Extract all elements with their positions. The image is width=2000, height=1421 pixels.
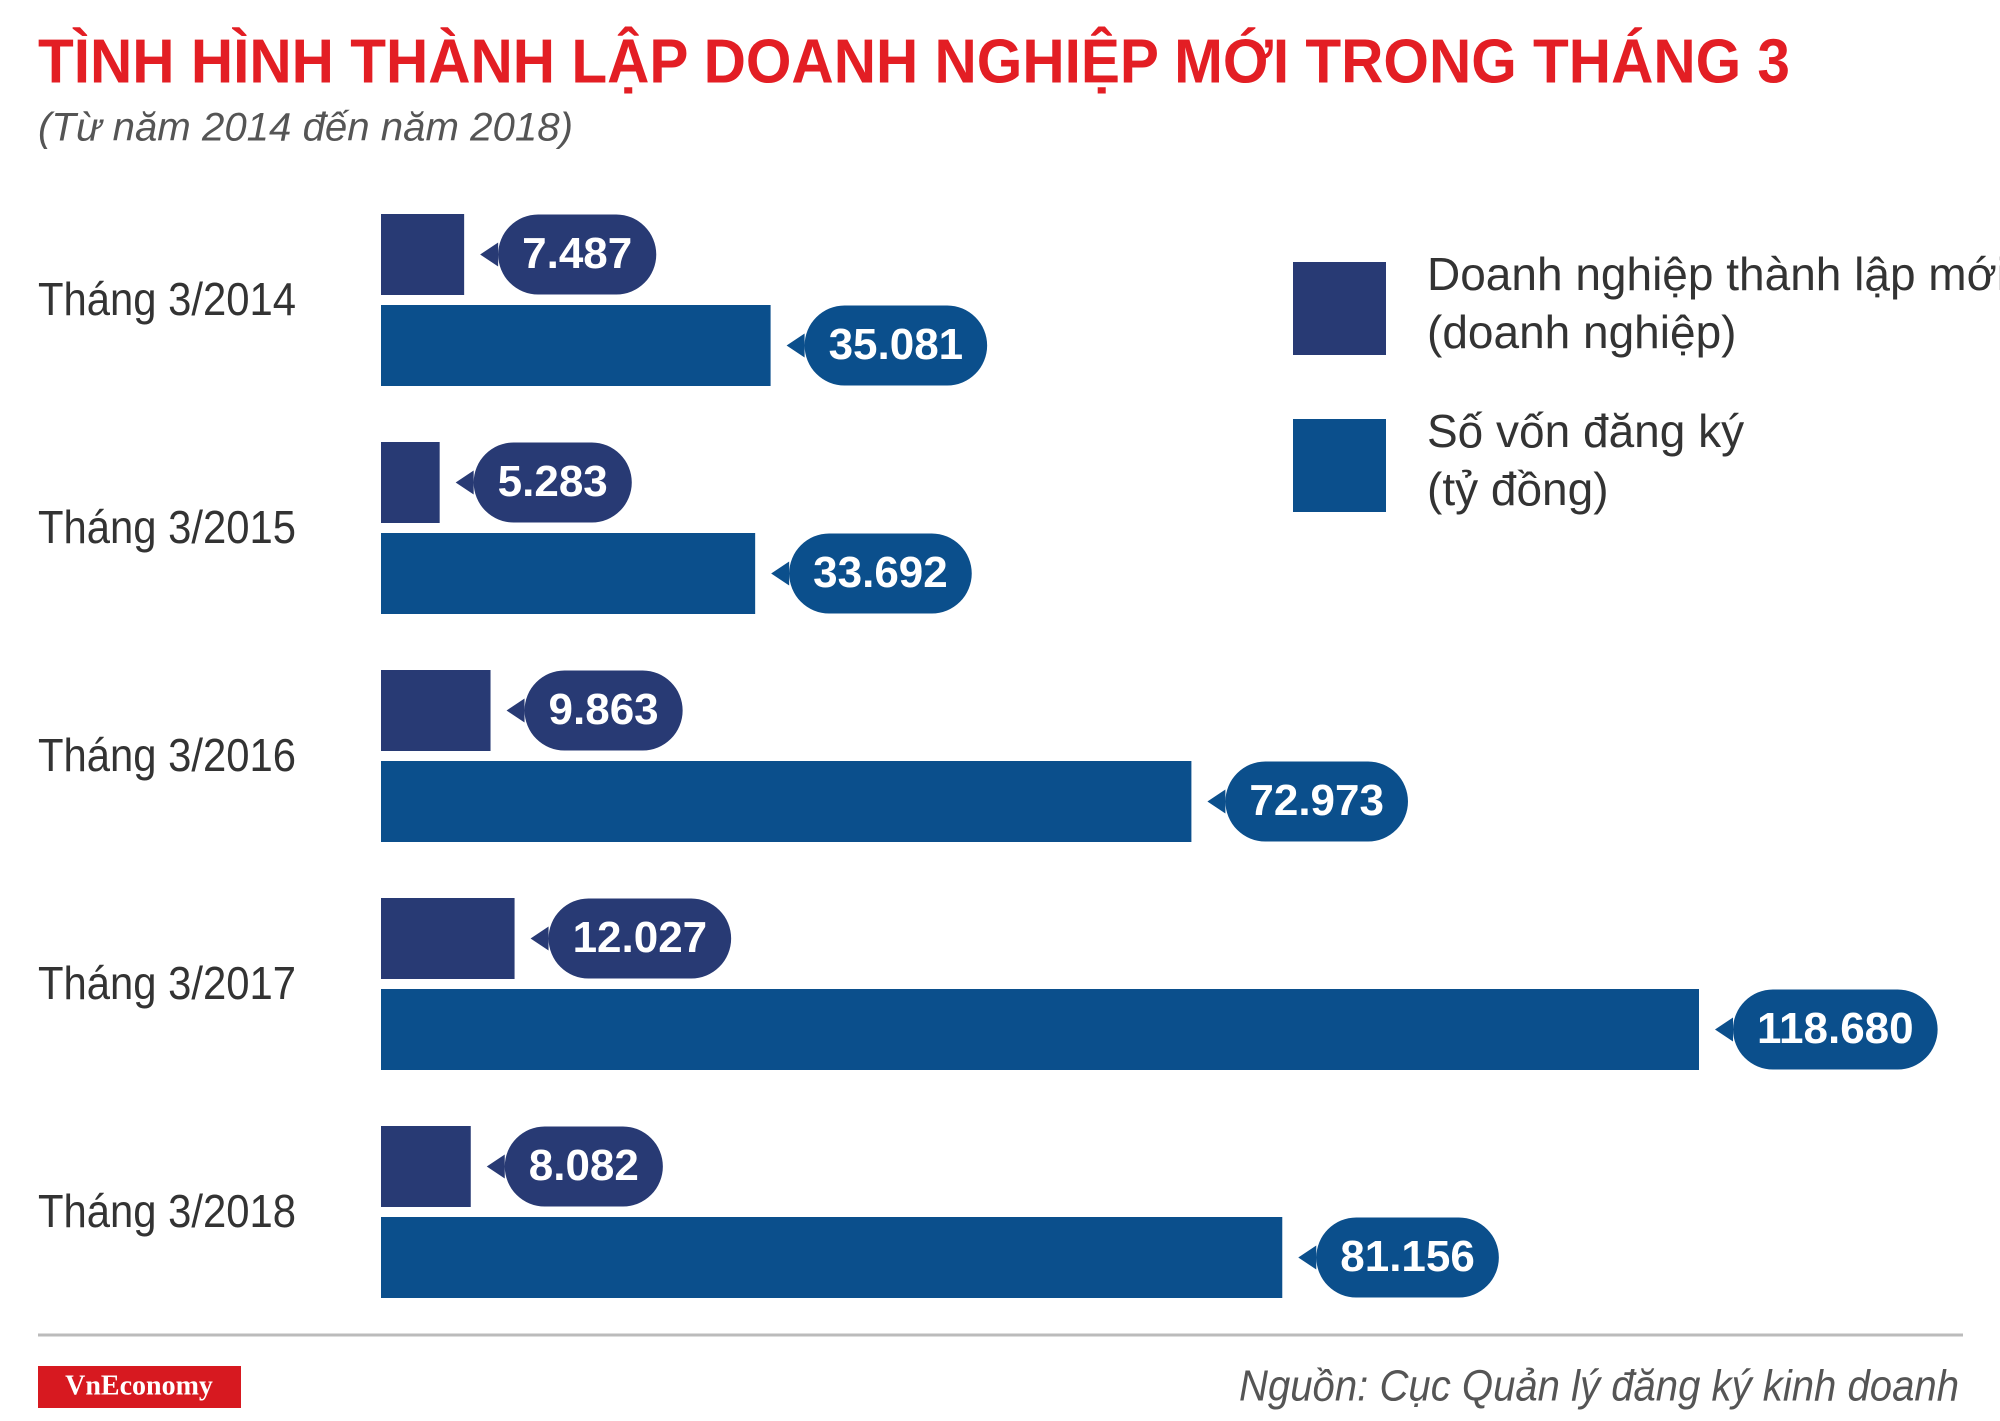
value-label: 33.692 — [813, 548, 948, 597]
bubble-shape — [486, 1126, 663, 1207]
bubble-shape — [1207, 761, 1408, 842]
value-label: 72.973 — [1249, 776, 1384, 825]
bubble-shape — [506, 670, 683, 751]
legend-swatch — [1293, 262, 1386, 355]
logo: VnEconomy — [65, 1370, 213, 1401]
value-label: 35.081 — [829, 320, 964, 369]
bar — [381, 442, 440, 523]
category-label: Tháng 3/2017 — [38, 957, 296, 1009]
category-label: Tháng 3/2018 — [38, 1185, 296, 1237]
category-label: Tháng 3/2016 — [38, 729, 296, 781]
value-bubble: 35.081 — [786, 305, 988, 386]
bubble-shape — [455, 442, 632, 523]
category-label: Tháng 3/2014 — [38, 273, 296, 325]
value-bubble: 7.487 — [480, 214, 657, 295]
bubble-shape — [1298, 1217, 1499, 1298]
bar — [381, 305, 771, 386]
value-bubble: 33.692 — [771, 533, 972, 614]
legend-label: Doanh nghiệp thành lập mới (doanh nghiệp) — [1427, 248, 2000, 358]
bar — [381, 1126, 471, 1207]
logo-box — [38, 1366, 241, 1408]
value-label: 9.863 — [549, 685, 659, 734]
value-bubble: 72.973 — [1207, 761, 1408, 842]
value-label: 7.487 — [522, 229, 632, 278]
value-bubble: 81.156 — [1298, 1217, 1499, 1298]
bubble-shape — [1715, 989, 1938, 1070]
bar — [381, 1217, 1283, 1298]
bubble-shape — [786, 305, 988, 386]
bubble-shape — [530, 898, 732, 979]
value-label: 8.082 — [529, 1141, 639, 1190]
bubble-shape — [771, 533, 972, 614]
value-label: 81.156 — [1340, 1232, 1475, 1281]
bar — [381, 761, 1192, 842]
chart-title: TÌNH HÌNH THÀNH LẬP DOANH NGHIỆP MỚI TRO… — [38, 27, 1790, 96]
chart-subtitle: (Từ năm 2014 đến năm 2018) — [38, 106, 573, 150]
value-label: 118.680 — [1757, 1004, 1914, 1053]
value-bubble: 8.082 — [486, 1126, 663, 1207]
bar — [381, 898, 515, 979]
bar — [381, 989, 1699, 1070]
value-bubble: 118.680 — [1715, 989, 1938, 1070]
value-bubble: 9.863 — [506, 670, 683, 751]
bubble-shape — [480, 214, 657, 295]
bar — [381, 533, 756, 614]
legend-label: Số vốn đăng ký (tỷ đồng) — [1427, 405, 1744, 515]
source: Nguồn: Cục Quản lý đăng ký kinh doanh — [1239, 1362, 1959, 1411]
category-label: Tháng 3/2015 — [38, 501, 296, 553]
value-bubble: 12.027 — [530, 898, 732, 979]
value-label: 12.027 — [573, 913, 708, 962]
bar — [381, 670, 491, 751]
bar — [381, 214, 465, 295]
value-bubble: 5.283 — [455, 442, 632, 523]
legend-swatch — [1293, 419, 1386, 512]
value-label: 5.283 — [498, 457, 608, 506]
